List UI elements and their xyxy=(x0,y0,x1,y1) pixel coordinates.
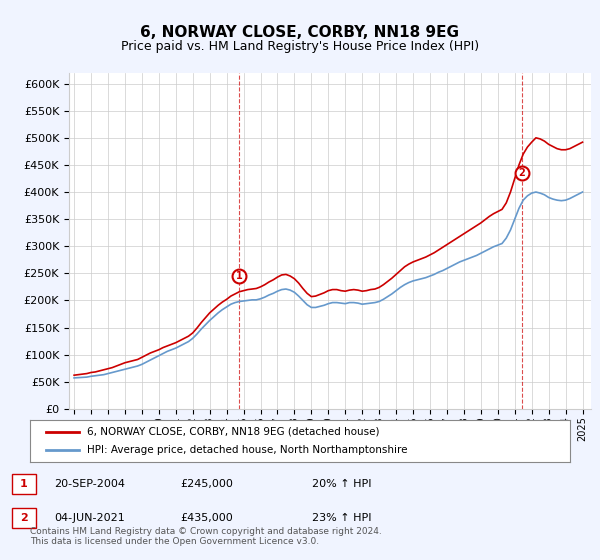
Text: 23% ↑ HPI: 23% ↑ HPI xyxy=(312,513,371,523)
Text: 6, NORWAY CLOSE, CORBY, NN18 9EG (detached house): 6, NORWAY CLOSE, CORBY, NN18 9EG (detach… xyxy=(86,427,379,437)
Text: Contains HM Land Registry data © Crown copyright and database right 2024.
This d: Contains HM Land Registry data © Crown c… xyxy=(30,526,382,546)
Text: 04-JUN-2021: 04-JUN-2021 xyxy=(54,513,125,523)
Text: 20% ↑ HPI: 20% ↑ HPI xyxy=(312,479,371,489)
Text: £435,000: £435,000 xyxy=(180,513,233,523)
Text: 2: 2 xyxy=(20,513,28,523)
Text: 2: 2 xyxy=(518,168,525,178)
Text: Price paid vs. HM Land Registry's House Price Index (HPI): Price paid vs. HM Land Registry's House … xyxy=(121,40,479,53)
Text: 1: 1 xyxy=(235,271,242,281)
Text: £245,000: £245,000 xyxy=(180,479,233,489)
Text: 6, NORWAY CLOSE, CORBY, NN18 9EG: 6, NORWAY CLOSE, CORBY, NN18 9EG xyxy=(140,25,460,40)
Text: HPI: Average price, detached house, North Northamptonshire: HPI: Average price, detached house, Nort… xyxy=(86,445,407,455)
Text: 1: 1 xyxy=(20,479,28,489)
Text: 20-SEP-2004: 20-SEP-2004 xyxy=(54,479,125,489)
